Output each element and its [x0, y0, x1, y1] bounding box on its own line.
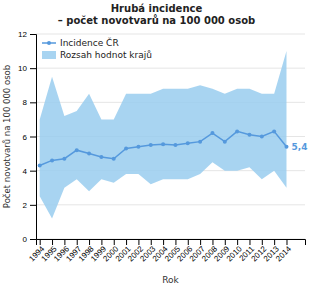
- tick-mark: [151, 239, 152, 245]
- legend: Incidence ČR Rozsah hodnot krajů: [42, 37, 152, 60]
- legend-item: Rozsah hodnot krajů: [42, 50, 152, 60]
- tick-label: 2014: [274, 244, 293, 263]
- tick: 4: [23, 167, 36, 176]
- tick-label: 12: [18, 30, 27, 39]
- tick-mark: [30, 68, 36, 69]
- point: [247, 133, 251, 137]
- tick-label: 2: [23, 201, 28, 210]
- point: [149, 143, 153, 147]
- legend-label: Rozsah hodnot krajů: [60, 50, 152, 60]
- tick-mark: [30, 34, 36, 35]
- tick-mark: [114, 239, 115, 245]
- y-axis-label: Počet novotvarů na 100 000 osob: [2, 65, 12, 208]
- tick-mark: [286, 239, 287, 245]
- point: [124, 146, 128, 150]
- legend-swatch: [42, 51, 56, 59]
- tick-mark: [225, 239, 226, 245]
- tick-mark: [163, 239, 164, 245]
- point: [210, 131, 214, 135]
- tick-mark: [64, 239, 65, 245]
- tick-label: 0: [23, 235, 28, 244]
- point: [38, 164, 42, 168]
- point: [62, 157, 66, 161]
- point: [99, 155, 103, 159]
- tick-mark: [30, 137, 36, 138]
- title-line: – počet novotvarů na 100 000 osob: [58, 14, 255, 26]
- point: [198, 140, 202, 144]
- tick-mark: [188, 239, 189, 245]
- x-axis-label: Rok: [162, 275, 179, 285]
- legend-item: Incidence ČR: [42, 37, 119, 48]
- point: [186, 141, 190, 145]
- tick-label: 10: [18, 64, 27, 73]
- point: [223, 140, 227, 144]
- grid-line: [36, 34, 305, 35]
- tick: 8: [23, 98, 36, 107]
- tick-mark: [274, 239, 275, 245]
- tick: 10: [18, 64, 36, 73]
- point: [112, 157, 116, 161]
- point: [284, 145, 288, 149]
- grid: [36, 34, 305, 239]
- x-axis: 1994199519961997199819992000200120022003…: [27, 239, 305, 263]
- tick-mark: [30, 239, 36, 240]
- tick: 0: [23, 235, 36, 244]
- tick-mark: [30, 102, 36, 103]
- tick: 12: [18, 30, 36, 39]
- tick-mark: [52, 239, 53, 245]
- tick-label: 4: [23, 167, 28, 176]
- plot-area: 1994199519961997199819992000200120022003…: [18, 30, 307, 263]
- legend-marker: [47, 41, 51, 45]
- legend-label: Incidence ČR: [60, 37, 119, 48]
- tick-mark: [138, 239, 139, 245]
- title-line: Hrubá incidence: [111, 3, 203, 14]
- point: [173, 143, 177, 147]
- tick-mark: [249, 239, 250, 245]
- tick-label: 8: [23, 98, 28, 107]
- grid-line: [36, 68, 305, 69]
- tick-mark: [126, 239, 127, 245]
- point: [260, 135, 264, 139]
- axis-line: [37, 240, 306, 246]
- tick-mark: [212, 239, 213, 245]
- range-area: [40, 51, 287, 218]
- tick-mark: [237, 239, 238, 245]
- tick-mark: [101, 239, 102, 245]
- tick-mark: [262, 239, 263, 245]
- point: [235, 129, 239, 133]
- tick-mark: [200, 239, 201, 245]
- tick-mark: [175, 239, 176, 245]
- axis-line: [30, 35, 37, 240]
- grid-line: [36, 204, 305, 205]
- point: [50, 158, 54, 162]
- point: [75, 148, 79, 152]
- tick: 2: [23, 201, 36, 210]
- point: [87, 152, 91, 156]
- chart: 1994199519961997199819992000200120022003…: [0, 0, 313, 289]
- title: Hrubá incidence– počet novotvarů na 100 …: [58, 3, 255, 26]
- tick-mark: [30, 171, 36, 172]
- point: [161, 142, 165, 146]
- tick: 2014: [274, 239, 293, 263]
- point: [272, 129, 276, 133]
- annotation: 5,4: [291, 142, 307, 152]
- tick-mark: [30, 205, 36, 206]
- point: [136, 145, 140, 149]
- tick-label: 6: [23, 133, 28, 142]
- marks: [38, 51, 289, 218]
- tick-mark: [89, 239, 90, 245]
- tick: 6: [23, 133, 36, 142]
- tick-mark: [40, 239, 41, 245]
- line: [40, 131, 287, 165]
- y-axis: 0 2 4 6 8 10 12: [18, 30, 36, 244]
- tick-mark: [77, 239, 78, 245]
